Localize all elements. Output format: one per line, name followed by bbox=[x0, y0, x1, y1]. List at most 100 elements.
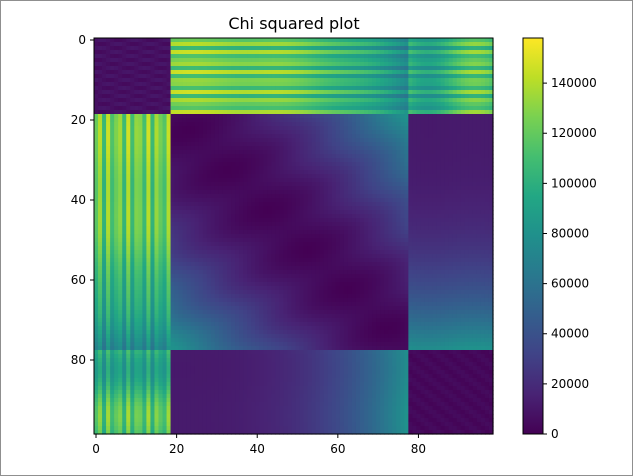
heatmap-cell bbox=[158, 190, 164, 195]
heatmap-cell bbox=[94, 146, 99, 151]
heatmap-cell bbox=[110, 198, 115, 203]
heatmap-cell bbox=[396, 134, 401, 139]
heatmap-cell bbox=[130, 182, 135, 187]
heatmap-cell bbox=[416, 54, 422, 59]
heatmap-cell bbox=[452, 50, 458, 55]
heatmap-cell bbox=[146, 118, 152, 123]
heatmap-cell bbox=[174, 82, 180, 87]
heatmap-cell bbox=[227, 54, 232, 59]
heatmap-cell bbox=[146, 110, 152, 115]
heatmap-cell bbox=[202, 102, 208, 107]
heatmap-cell bbox=[327, 134, 333, 139]
heatmap-cell bbox=[396, 214, 401, 219]
heatmap-cell bbox=[331, 126, 337, 131]
heatmap-cell bbox=[424, 66, 430, 71]
heatmap-cell bbox=[424, 234, 430, 239]
heatmap-cell bbox=[202, 198, 208, 203]
heatmap-cell bbox=[440, 178, 446, 183]
heatmap-cell bbox=[472, 170, 478, 175]
heatmap-cell bbox=[355, 234, 361, 239]
heatmap-cell bbox=[335, 118, 341, 123]
heatmap-cell bbox=[368, 218, 373, 223]
heatmap-cell bbox=[122, 82, 127, 87]
heatmap-cell bbox=[376, 86, 381, 91]
heatmap-cell bbox=[194, 118, 200, 123]
heatmap-cell bbox=[267, 142, 272, 147]
heatmap-cell bbox=[138, 130, 143, 135]
heatmap-cell bbox=[360, 122, 365, 127]
heatmap-cell bbox=[351, 142, 357, 147]
heatmap-cell bbox=[360, 94, 365, 99]
heatmap-cell bbox=[126, 110, 131, 115]
heatmap-cell bbox=[114, 66, 119, 71]
heatmap-cell bbox=[198, 78, 204, 83]
heatmap-cell bbox=[98, 38, 103, 43]
heatmap-cell bbox=[339, 218, 345, 223]
heatmap-cell bbox=[307, 94, 313, 99]
heatmap-cell bbox=[222, 194, 228, 199]
heatmap-cell bbox=[142, 158, 147, 163]
heatmap-cell bbox=[347, 170, 353, 175]
heatmap-cell bbox=[368, 182, 373, 187]
heatmap-cell bbox=[323, 94, 329, 99]
heatmap-cell bbox=[432, 66, 438, 71]
heatmap-cell bbox=[247, 138, 252, 143]
heatmap-cell bbox=[122, 158, 127, 163]
heatmap-cell bbox=[339, 214, 345, 219]
heatmap-cell bbox=[444, 186, 450, 191]
heatmap-cell bbox=[198, 106, 204, 111]
heatmap-cell bbox=[392, 206, 397, 211]
heatmap-cell bbox=[335, 146, 341, 151]
heatmap-cell bbox=[323, 198, 329, 203]
heatmap-cell bbox=[182, 238, 188, 243]
heatmap-cell bbox=[114, 170, 119, 175]
heatmap-cell bbox=[315, 54, 321, 59]
heatmap-cell bbox=[396, 98, 401, 103]
heatmap-cell bbox=[138, 102, 143, 107]
heatmap-cell bbox=[388, 54, 393, 59]
heatmap-cell bbox=[118, 230, 123, 235]
heatmap-cell bbox=[194, 78, 200, 83]
heatmap-cell bbox=[343, 58, 349, 63]
heatmap-cell bbox=[130, 174, 135, 179]
heatmap-cell bbox=[456, 210, 462, 215]
heatmap-cell bbox=[364, 90, 369, 95]
heatmap-cell bbox=[239, 86, 244, 91]
heatmap-cell bbox=[142, 206, 147, 211]
heatmap-cell bbox=[295, 98, 301, 103]
heatmap-cell bbox=[355, 50, 361, 55]
heatmap-cell bbox=[110, 62, 115, 67]
heatmap-cell bbox=[484, 194, 490, 199]
heatmap-cell bbox=[323, 78, 329, 83]
heatmap-cell bbox=[351, 162, 357, 167]
heatmap-cell bbox=[408, 82, 413, 87]
heatmap-cell bbox=[351, 186, 357, 191]
heatmap-cell bbox=[404, 90, 409, 95]
heatmap-cell bbox=[150, 78, 156, 83]
heatmap-cell bbox=[416, 230, 422, 235]
heatmap-cell bbox=[460, 138, 466, 143]
heatmap-cell bbox=[428, 38, 434, 43]
heatmap-cell bbox=[170, 74, 176, 79]
heatmap-cell bbox=[114, 110, 119, 115]
heatmap-cell bbox=[291, 226, 297, 231]
heatmap-cell bbox=[263, 54, 268, 59]
heatmap-cell bbox=[444, 210, 450, 215]
heatmap-cell bbox=[360, 186, 365, 191]
heatmap-cell bbox=[311, 46, 317, 51]
heatmap-cell bbox=[448, 82, 454, 87]
heatmap-cell bbox=[202, 210, 208, 215]
heatmap-cell bbox=[94, 54, 99, 59]
heatmap-cell bbox=[150, 214, 156, 219]
heatmap-cell bbox=[355, 110, 361, 115]
heatmap-cell bbox=[110, 158, 115, 163]
heatmap-cell bbox=[416, 194, 422, 199]
heatmap-cell bbox=[162, 174, 168, 179]
heatmap-cell bbox=[408, 46, 413, 51]
heatmap-cell bbox=[452, 214, 458, 219]
heatmap-cell bbox=[98, 118, 103, 123]
heatmap-cell bbox=[222, 150, 228, 155]
heatmap-cell bbox=[400, 206, 405, 211]
heatmap-cell bbox=[182, 82, 188, 87]
heatmap-cell bbox=[311, 110, 317, 115]
